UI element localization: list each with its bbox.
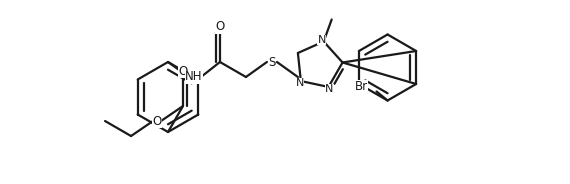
Text: N: N bbox=[325, 84, 333, 94]
Text: Br: Br bbox=[355, 80, 368, 93]
Text: O: O bbox=[152, 114, 162, 128]
Text: S: S bbox=[268, 56, 276, 68]
Text: N: N bbox=[317, 35, 326, 45]
Text: O: O bbox=[178, 65, 188, 77]
Text: O: O bbox=[215, 20, 225, 33]
Text: NH: NH bbox=[185, 70, 203, 84]
Text: N: N bbox=[296, 78, 304, 88]
